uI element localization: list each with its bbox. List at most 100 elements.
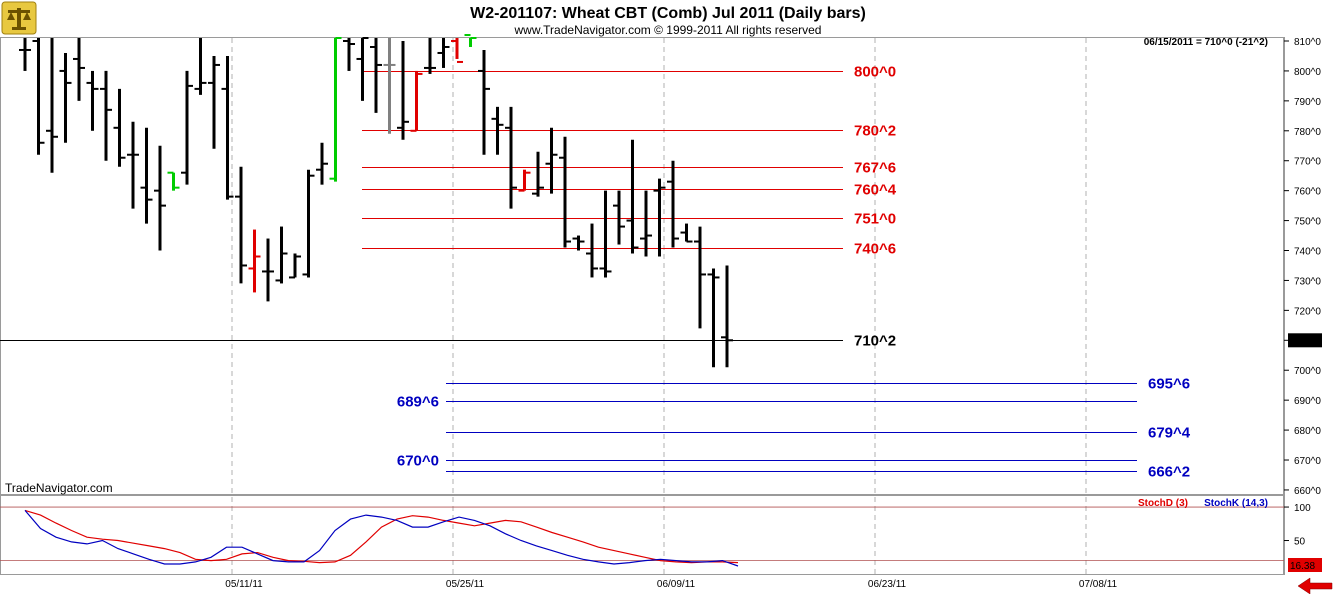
price-readout: 06/15/2011 = 710^0 (-21^2) <box>1144 37 1268 48</box>
ohlc-bar <box>397 41 409 140</box>
ohlc-bar <box>167 171 180 191</box>
ohlc-bar <box>248 229 261 293</box>
price-level-label: 800^0 <box>854 64 896 81</box>
price-level-label: 740^6 <box>854 241 896 258</box>
ohlc-bar <box>424 38 436 74</box>
ohlc-bar <box>221 55 234 200</box>
price-axis-label: 680^0 <box>1294 426 1321 437</box>
price-axis: 660^0 670^0 680^0 690^0 700^0 710^0 720^0 730^0… <box>1284 37 1322 497</box>
ohlc-bar <box>289 253 301 279</box>
ohlc-bar <box>451 38 463 63</box>
ohlc-bar <box>275 226 288 284</box>
stoch-legend: StochD (3) StochK (14,3) <box>1138 498 1268 509</box>
ohlc-bar <box>127 121 139 209</box>
logo-icon[interactable] <box>1 1 37 35</box>
price-level-label: 751^0 <box>854 211 896 228</box>
red-left-arrow-icon[interactable] <box>1297 577 1333 594</box>
stoch-axis-label: 100 <box>1294 503 1311 514</box>
ohlc-bar <box>262 238 274 302</box>
ohlc-bar <box>559 136 571 248</box>
price-level-label: 780^2 <box>854 123 896 140</box>
price-axis-label: 800^0 <box>1294 67 1321 78</box>
ohlc-bar <box>667 160 679 248</box>
ohlc-bar <box>86 70 99 131</box>
ohlc-bar <box>73 38 85 101</box>
price-level-label: 695^6 <box>1148 376 1190 393</box>
ohlc-bar <box>410 70 423 132</box>
ohlc-bar <box>100 70 112 161</box>
ohlc-bar <box>316 142 328 185</box>
date-axis-label: 05/11/11 <box>225 579 263 590</box>
ohlc-bar <box>208 55 220 149</box>
ohlc-bar <box>721 265 733 368</box>
date-axis-label: 05/25/11 <box>446 579 485 590</box>
price-axis-label: 730^0 <box>1294 276 1321 287</box>
ohlc-bar <box>140 127 153 224</box>
ohlc-bar <box>518 169 531 192</box>
price-axis-label: 780^0 <box>1294 127 1321 138</box>
price-level-label: 760^4 <box>854 182 897 199</box>
stochastic-panel: 50 100 16.38 <box>0 503 1322 572</box>
ohlc-bar <box>46 38 58 173</box>
copyright-subtitle: www.TradeNavigator.com © 1999-2011 All r… <box>514 23 822 37</box>
stoch-last-box <box>1288 558 1322 572</box>
ohlc-bar <box>478 49 490 155</box>
ohlc-bar <box>302 169 315 278</box>
ohlc-bar <box>356 37 369 101</box>
ohlc-bar <box>586 223 598 278</box>
price-levels: 800^0 780^2 767^6 760^4 751^0 740^6 710^2 695^6… <box>0 64 1191 481</box>
price-bars <box>19 34 733 368</box>
stochk-line <box>24 510 739 567</box>
date-axis-label: 06/09/11 <box>657 579 696 590</box>
ohlc-bar <box>181 70 193 185</box>
ohlc-bar <box>680 223 693 243</box>
price-level-label: 666^2 <box>1148 464 1190 481</box>
last-price-box <box>1288 333 1322 348</box>
price-level-label: 710^2 <box>854 333 896 350</box>
ohlc-bar <box>154 145 166 251</box>
price-panel-frame <box>0 37 1284 495</box>
chart-title: W2-201107: Wheat CBT (Comb) Jul 2011 (Da… <box>470 5 866 22</box>
ohlc-bar <box>113 88 126 167</box>
ohlc-bar <box>329 37 342 182</box>
stochd-line <box>24 509 739 564</box>
ohlc-bar <box>194 38 207 95</box>
ohlc-bar <box>653 178 666 257</box>
price-axis-label: 750^0 <box>1294 217 1321 228</box>
ohlc-bar <box>572 235 585 251</box>
price-axis-label: 810^0 <box>1294 37 1321 48</box>
price-axis-label: 700^0 <box>1294 366 1321 377</box>
ohlc-bar <box>464 34 477 47</box>
ohlc-bar <box>532 151 544 197</box>
last-price-label: 710^0 <box>1290 336 1317 347</box>
price-axis-label: 720^0 <box>1294 306 1321 317</box>
price-axis-label: 660^0 <box>1294 486 1321 497</box>
price-level-label: 670^0 <box>397 453 439 470</box>
ohlc-bar <box>491 106 504 155</box>
ohlc-bar <box>640 190 652 257</box>
price-level-label: 689^6 <box>397 394 439 411</box>
price-axis-label: 770^0 <box>1294 157 1321 168</box>
ohlc-bar <box>235 166 247 284</box>
stoch-axis-label: 50 <box>1294 537 1306 548</box>
brand-label: TradeNavigator.com <box>5 481 113 495</box>
stoch-legend-entry: StochD (3) <box>1138 498 1188 509</box>
ohlc-bar <box>370 38 382 113</box>
stoch-panel-frame <box>0 495 1284 575</box>
price-axis-label: 690^0 <box>1294 396 1321 407</box>
stoch-last-label: 16.38 <box>1290 561 1315 572</box>
date-axis-label: 06/23/11 <box>868 579 907 590</box>
price-level-label: 767^6 <box>854 160 896 177</box>
ohlc-bar <box>626 139 639 254</box>
ohlc-bar <box>383 38 396 134</box>
ohlc-bar <box>599 190 612 278</box>
ohlc-bar <box>343 38 355 71</box>
ohlc-bar <box>505 106 517 209</box>
date-axis-label: 07/08/11 <box>1079 579 1118 590</box>
ohlc-bar <box>613 190 625 245</box>
ohlc-bar <box>545 127 558 194</box>
price-axis-label: 670^0 <box>1294 456 1321 467</box>
stoch-legend-entry: StochK (14,3) <box>1204 498 1268 509</box>
ohlc-bar <box>19 38 31 71</box>
